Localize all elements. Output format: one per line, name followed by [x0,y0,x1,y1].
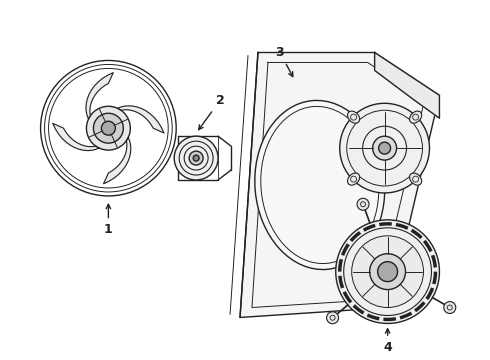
Ellipse shape [255,100,385,270]
Circle shape [357,198,369,210]
Text: 1: 1 [104,204,113,236]
Circle shape [101,121,115,135]
Circle shape [352,236,423,307]
Circle shape [340,103,429,193]
Circle shape [378,262,397,282]
Polygon shape [375,53,440,118]
Circle shape [372,136,396,160]
Ellipse shape [410,111,422,123]
Polygon shape [118,106,164,133]
Circle shape [444,302,456,314]
Text: 3: 3 [275,46,293,77]
Circle shape [86,106,130,150]
Circle shape [369,254,406,289]
Text: 2: 2 [198,94,224,130]
Circle shape [189,151,203,165]
Polygon shape [53,123,99,150]
Circle shape [336,220,440,323]
Polygon shape [240,53,440,318]
Circle shape [379,142,391,154]
Ellipse shape [347,173,360,185]
Ellipse shape [347,111,360,123]
Circle shape [174,136,218,180]
Circle shape [94,113,123,143]
Polygon shape [86,73,113,119]
Circle shape [193,155,199,161]
Circle shape [327,312,339,324]
Ellipse shape [410,173,422,185]
Text: 4: 4 [383,329,392,354]
Polygon shape [103,138,131,184]
